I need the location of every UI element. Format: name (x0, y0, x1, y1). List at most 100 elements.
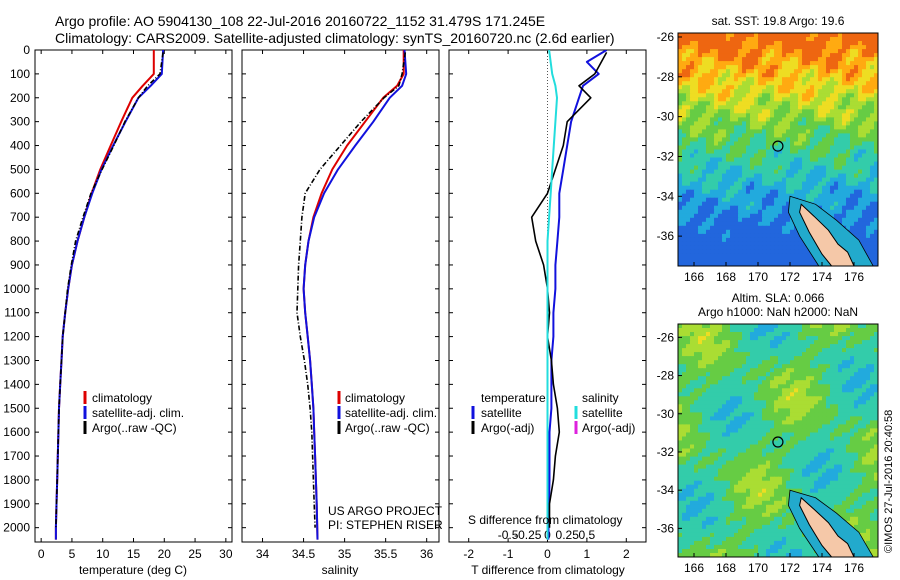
map-cell (802, 380, 807, 385)
map-cell (850, 388, 855, 393)
map-cell (702, 408, 707, 413)
map-cell (838, 85, 843, 90)
map-cell (770, 368, 775, 373)
map-cell (722, 262, 727, 266)
map-cell (786, 161, 791, 167)
map-cell (790, 432, 795, 438)
map-cell (814, 448, 819, 454)
map-cell (866, 360, 871, 365)
map-cell (718, 185, 723, 191)
map-cell (850, 57, 855, 62)
map-cell (810, 189, 815, 195)
map-cell (698, 332, 703, 337)
map-cell (686, 408, 691, 413)
depth-tick-label: 0 (23, 43, 30, 57)
map-cell (702, 93, 707, 98)
map-cell (818, 396, 823, 401)
map-cell (742, 245, 747, 251)
map-cell (806, 193, 811, 199)
map-cell (870, 85, 875, 90)
map-cell (766, 352, 771, 357)
map-cell (746, 229, 751, 235)
map-cell (854, 380, 859, 385)
map-cell (698, 197, 703, 203)
map-cell (846, 400, 851, 405)
map-cell (826, 85, 831, 90)
map-cell (750, 193, 755, 199)
map-cell (706, 201, 711, 207)
map-cell (762, 432, 767, 438)
legend-label-t-argo: Argo(-adj) (481, 421, 534, 435)
map-cell (790, 73, 795, 78)
map-cell (690, 424, 695, 429)
map-cell (686, 416, 691, 421)
map-cell (718, 376, 723, 381)
map-cell (698, 133, 703, 138)
map-cell (686, 73, 691, 78)
map-cell (746, 193, 751, 199)
map-cell (710, 468, 715, 474)
map-cell (746, 41, 751, 46)
map-cell (874, 404, 878, 409)
map-cell (834, 133, 839, 138)
temperature-panel (34, 49, 233, 543)
map-cell (678, 368, 683, 373)
map-cell (762, 412, 767, 417)
depth-tick-label: 1800 (3, 473, 30, 487)
map-cell (846, 153, 851, 159)
map-cell (762, 372, 767, 377)
map-cell (726, 432, 731, 438)
map-cell (830, 400, 835, 405)
map-cell (738, 209, 743, 215)
map-cell (782, 93, 787, 98)
map-cell (738, 428, 743, 433)
map-cell (714, 440, 719, 446)
map-cell (798, 77, 803, 82)
map-cell (806, 436, 811, 442)
map-cell (762, 57, 767, 62)
map-cell (718, 460, 723, 466)
map-cell (822, 336, 827, 341)
map-cell (706, 77, 711, 82)
map-cell (802, 105, 807, 110)
map-cell (694, 45, 699, 50)
map-cell (686, 213, 691, 219)
map-cell (738, 133, 743, 138)
map-cell (758, 37, 763, 42)
map-cell (842, 61, 847, 66)
map-cell (858, 364, 863, 369)
map-cell (754, 396, 759, 401)
map-cell (786, 448, 791, 454)
map-cell (786, 324, 791, 329)
map-cell (742, 356, 747, 361)
map-cell (782, 133, 787, 138)
map-cell (690, 468, 695, 474)
map-cell (854, 364, 859, 369)
map-cell (734, 129, 739, 134)
map-cell (806, 352, 811, 357)
map-cell (706, 416, 711, 421)
map-cell (690, 444, 695, 450)
map-cell (830, 153, 835, 159)
map-cell (714, 428, 719, 433)
map-cell (866, 81, 871, 86)
map-cell (690, 181, 695, 187)
map-cell (734, 197, 739, 203)
map-cell (742, 109, 747, 114)
map-cell (714, 125, 719, 130)
map-cell (838, 388, 843, 393)
map-cell (866, 380, 871, 385)
map-cell (846, 412, 851, 417)
map-cell (874, 173, 878, 179)
map-cell (682, 209, 687, 215)
map-cell (874, 436, 878, 442)
map-cell (766, 93, 771, 98)
map-cell (738, 436, 743, 442)
map-cell (702, 464, 707, 470)
map-cell (814, 117, 819, 122)
map-cell (818, 109, 823, 114)
map-cell (778, 69, 783, 74)
map-cell (826, 41, 831, 46)
map-cell (714, 193, 719, 199)
s-tick-label: 0.25 (556, 528, 580, 542)
